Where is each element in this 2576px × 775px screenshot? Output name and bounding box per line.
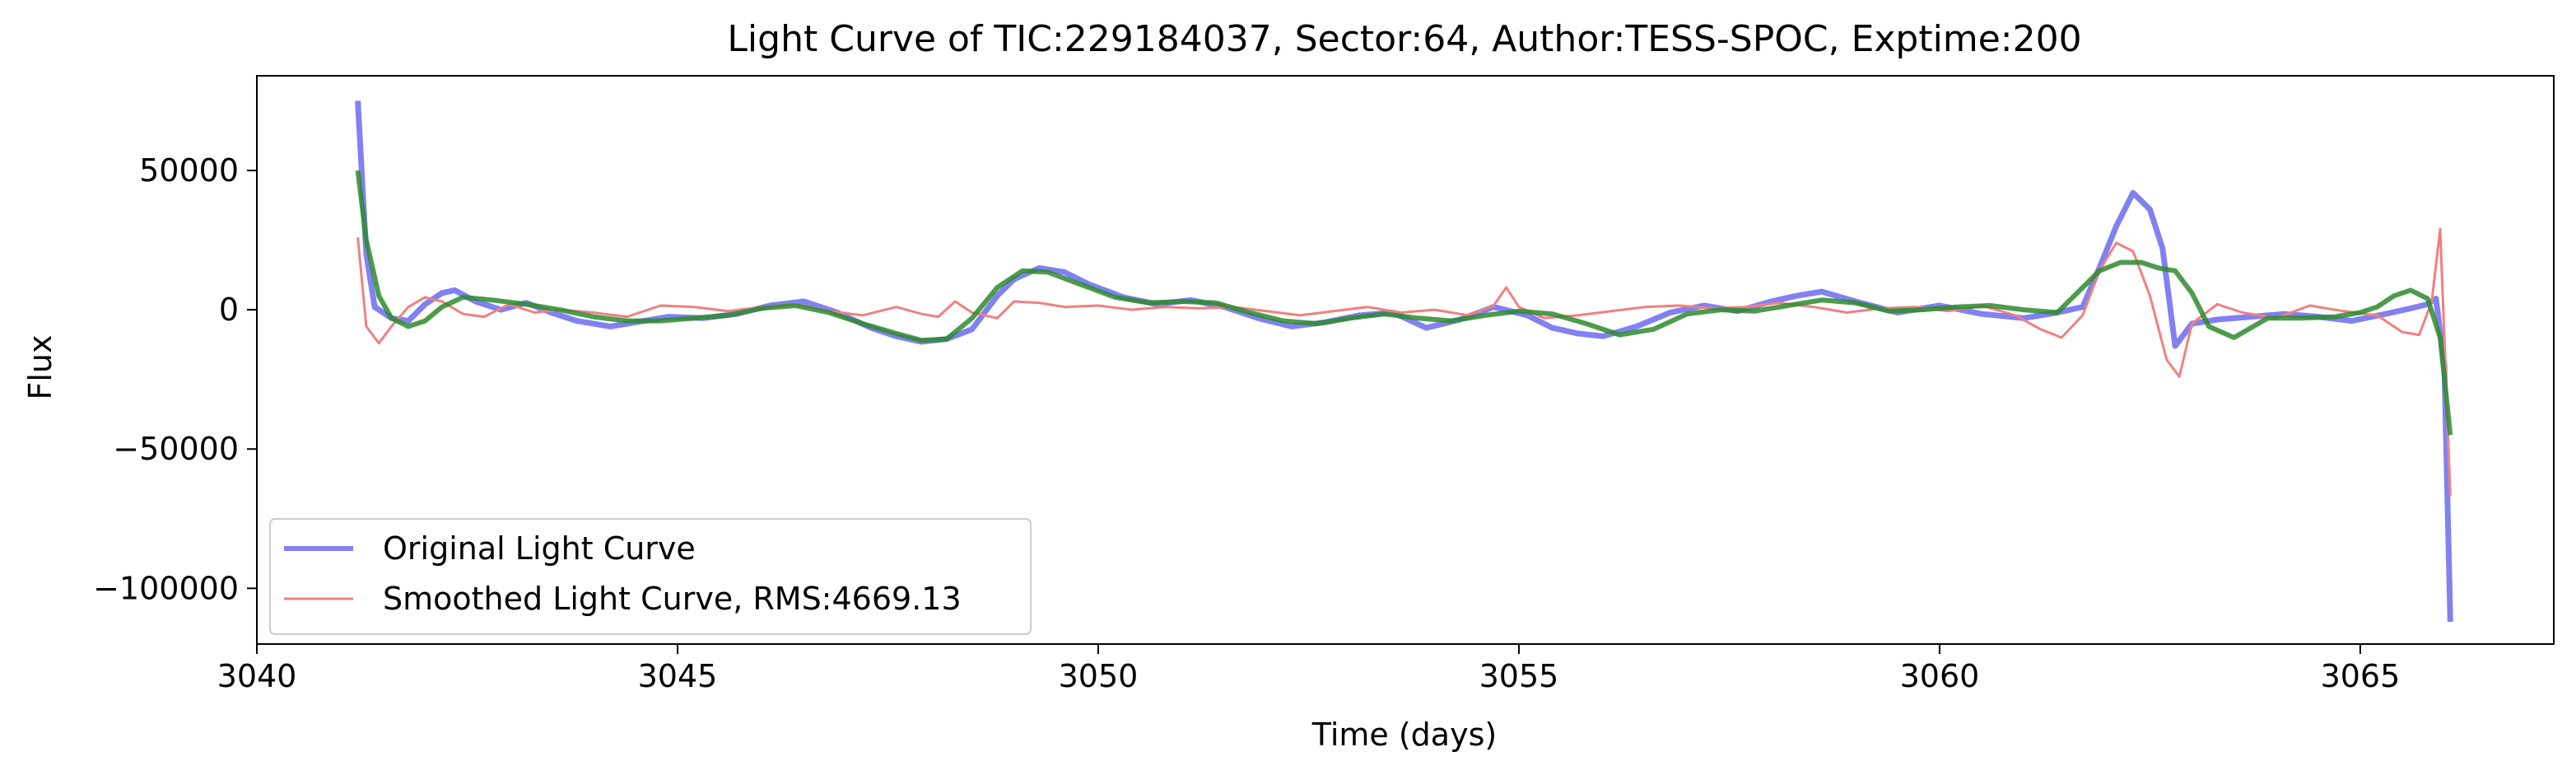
legend-label-smoothed: Smoothed Light Curve, RMS:4669.13 <box>383 581 962 617</box>
chart-title: Light Curve of TIC:229184037, Sector:64,… <box>727 18 2081 60</box>
legend-label-original: Original Light Curve <box>383 530 696 567</box>
y-tick-label: −100000 <box>93 570 239 606</box>
plot-area <box>355 100 2453 622</box>
y-tick-label: 0 <box>219 292 239 328</box>
x-tick-label: 3055 <box>1479 658 1559 694</box>
legend: Original Light Curve Smoothed Light Curv… <box>269 518 1032 635</box>
axis-ticks: 3040 3045 3050 3055 3060 3065 50000 0 −50000 −100… <box>93 152 2400 694</box>
x-axis-label: Time (days) <box>1311 717 1497 753</box>
legend-box <box>269 518 1032 635</box>
series-line-2 <box>355 170 2453 436</box>
x-tick-label: 3060 <box>1900 658 1980 694</box>
x-tick-label: 3040 <box>217 658 297 694</box>
y-tick-label: −50000 <box>113 431 239 467</box>
x-tick-label: 3050 <box>1059 658 1139 694</box>
x-tick-label: 3065 <box>2321 658 2401 694</box>
y-axis-label: Flux <box>22 335 58 400</box>
y-tick-label: 50000 <box>139 152 239 189</box>
x-tick-label: 3045 <box>638 658 718 694</box>
series-line-1 <box>356 227 2452 497</box>
plot-frame <box>256 75 2555 645</box>
